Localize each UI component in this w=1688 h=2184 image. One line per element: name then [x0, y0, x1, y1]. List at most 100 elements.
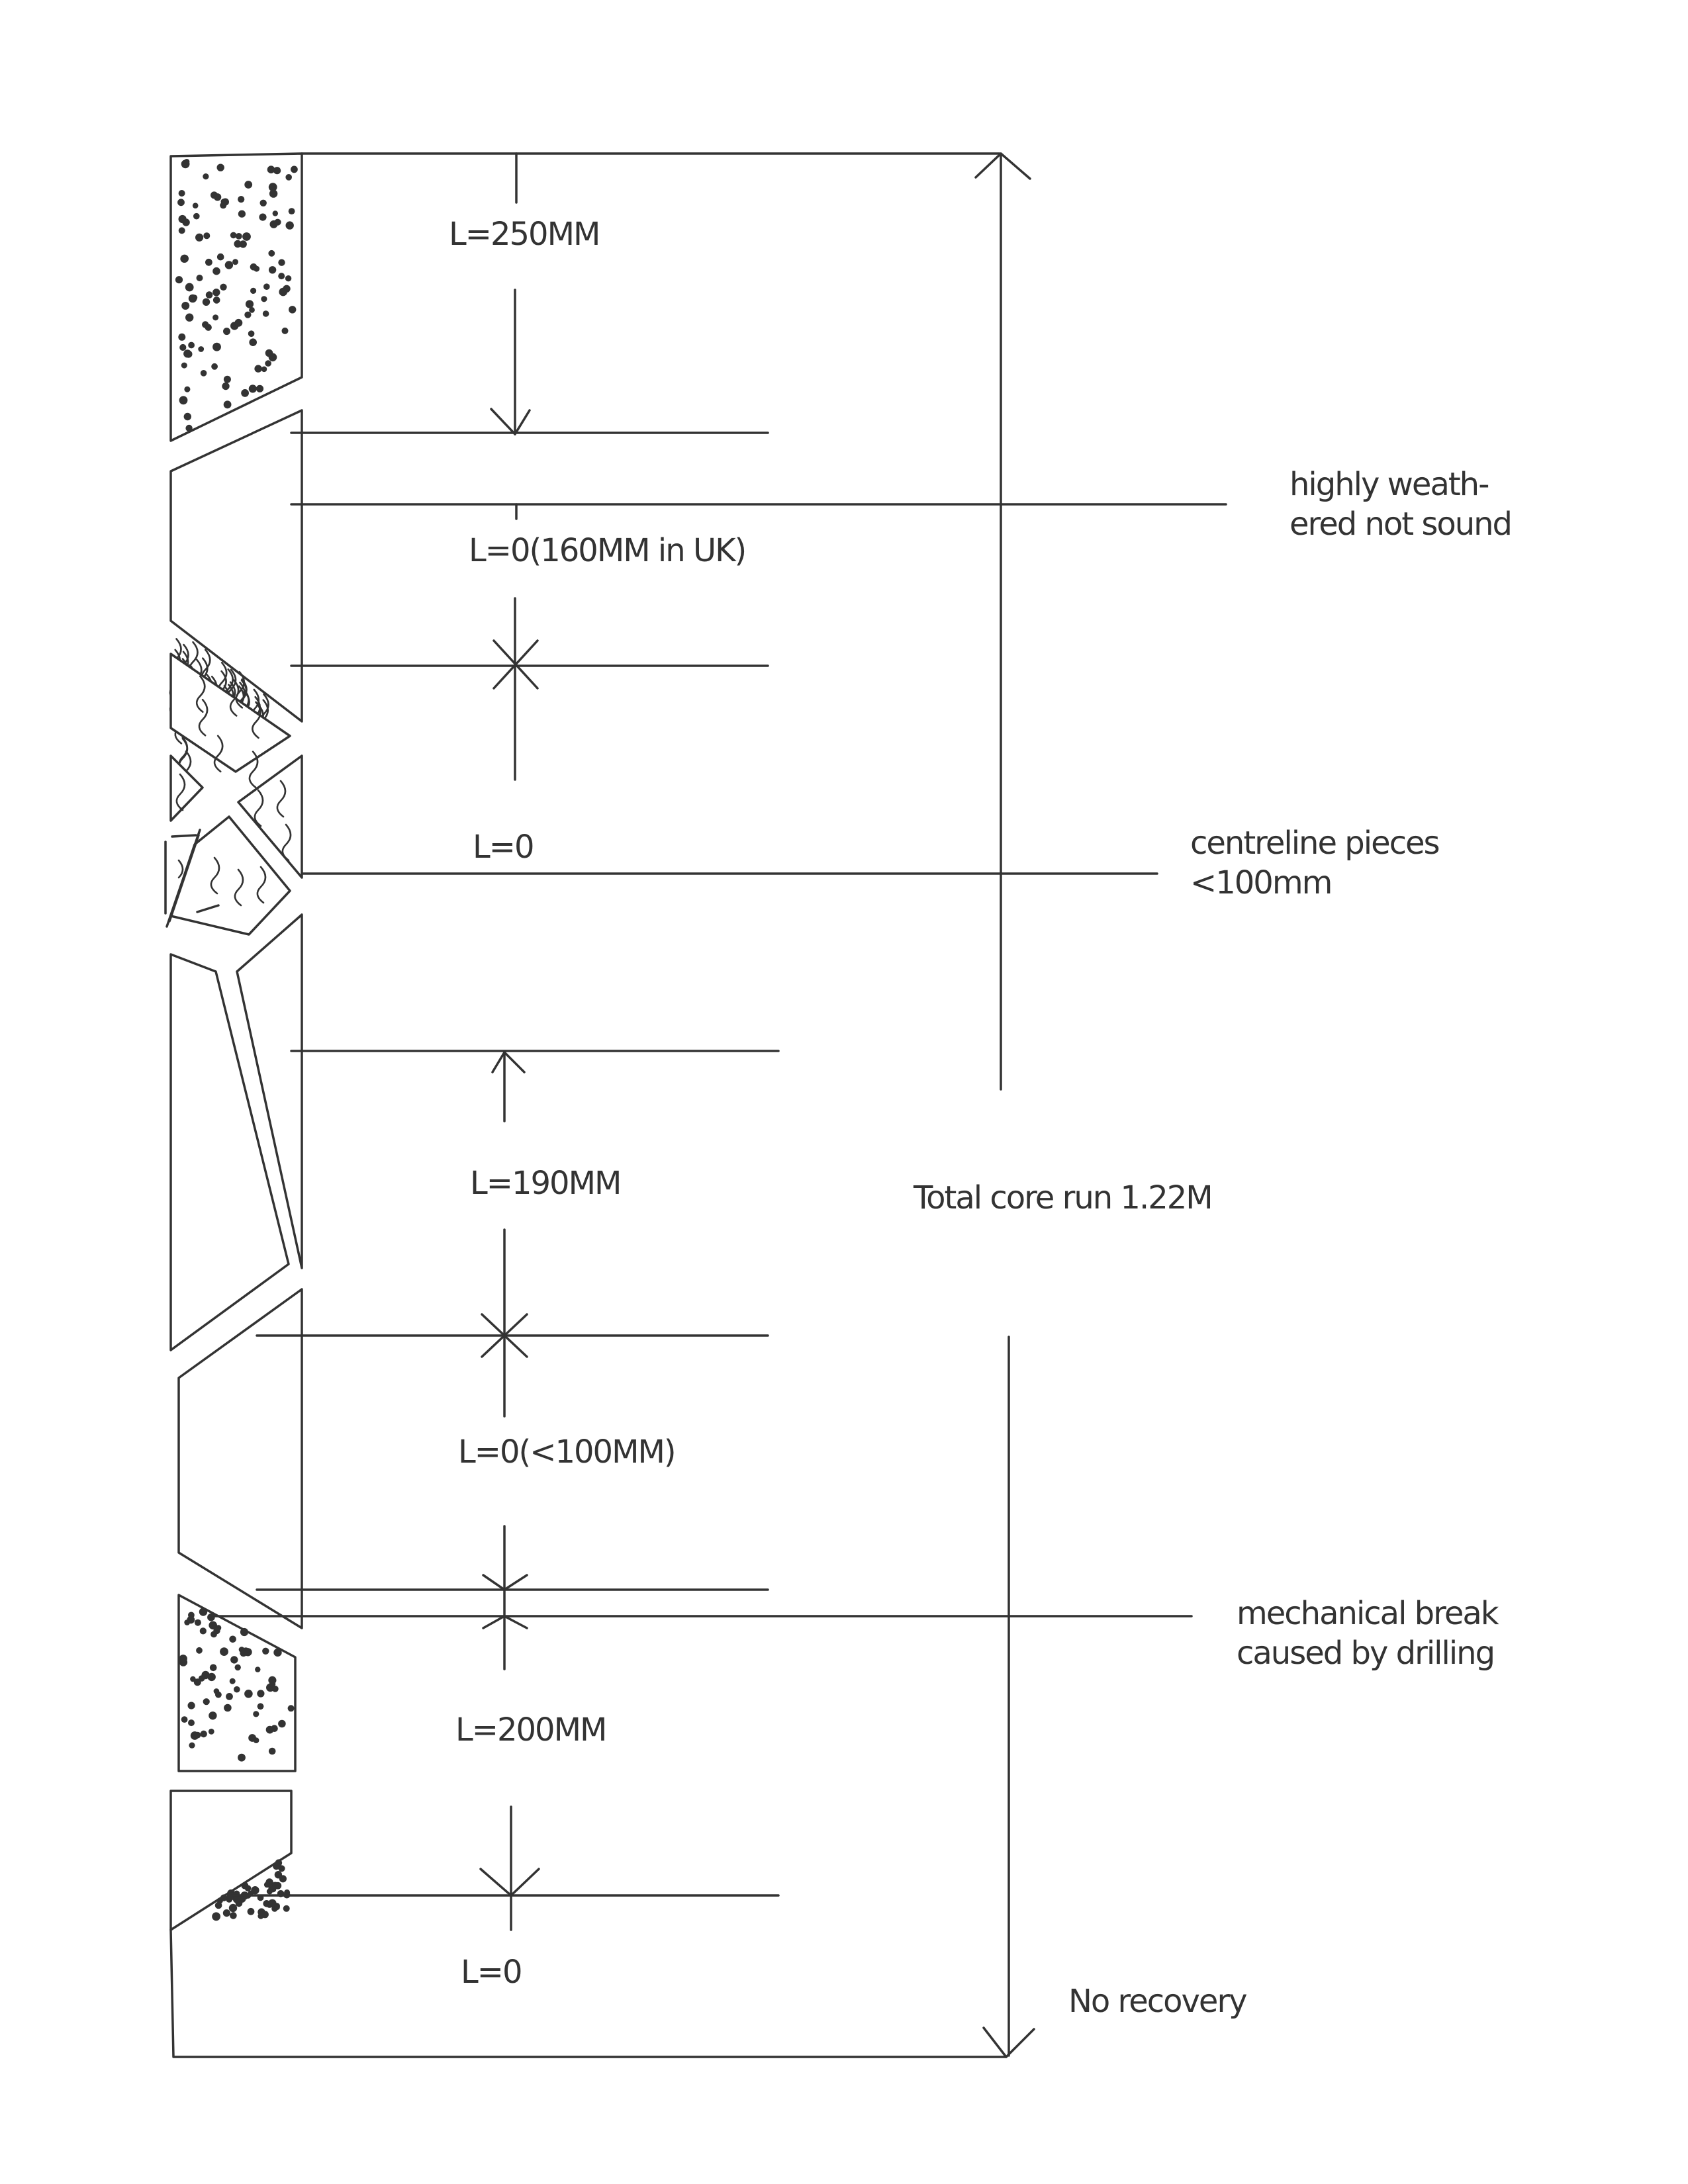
texture-dot — [269, 1886, 277, 1893]
texture-dot — [268, 1899, 277, 1907]
texture-dot — [263, 283, 270, 291]
length-label-190mm: L=190MM — [470, 1165, 620, 1202]
texture-squiggle — [248, 751, 259, 788]
texture-dot — [259, 213, 267, 221]
texture-dot — [283, 285, 291, 293]
texture-dot — [205, 258, 212, 266]
texture-dot — [212, 314, 219, 321]
texture-dot — [240, 1627, 249, 1637]
texture-dot — [275, 1859, 283, 1866]
texture-dot — [241, 1882, 249, 1889]
texture-dot — [175, 276, 183, 284]
texture-dot — [268, 1747, 276, 1755]
texture-dot — [208, 1729, 214, 1735]
mechanical-note-line1: mechanical break — [1237, 1595, 1499, 1632]
texture-dot — [254, 265, 260, 272]
texture-dot — [185, 313, 194, 322]
texture-dot — [239, 240, 247, 248]
texture-dot — [226, 1693, 233, 1700]
texture-dot — [261, 366, 267, 373]
length-label-centreline: L=0 — [473, 829, 534, 866]
texture-squiggle — [229, 679, 240, 717]
texture-dot — [193, 212, 200, 220]
texture-dot — [212, 289, 220, 296]
weathered-texture — [178, 671, 261, 788]
core-piece-7 — [169, 953, 290, 1351]
texture-dot — [224, 1704, 232, 1712]
texture-dot — [213, 193, 222, 201]
texture-dot — [230, 1912, 237, 1919]
texture-dot — [244, 311, 252, 318]
texture-dot — [187, 1615, 195, 1624]
texture-dot — [194, 1731, 201, 1739]
centreline-note-line2: <100mm — [1190, 864, 1331, 901]
texture-dot — [205, 291, 213, 298]
texture-dot — [269, 220, 278, 228]
texture-dot — [212, 296, 220, 304]
texture-dot — [267, 165, 275, 173]
texture-dot — [203, 173, 209, 180]
mechanical-note-line2: caused by drilling — [1237, 1635, 1494, 1672]
texture-dot — [268, 1676, 277, 1684]
texture-dot — [179, 396, 188, 405]
texture-dot — [234, 318, 243, 327]
texture-dot — [223, 375, 231, 383]
texture-dot — [245, 300, 254, 308]
length-labels: L=250MM L=0(160MM in UK) L=0 L=190MM L=0… — [449, 216, 747, 1991]
texture-dot — [195, 233, 204, 242]
texture-dot — [234, 240, 242, 248]
texture-dot — [223, 328, 230, 336]
texture-dot — [216, 253, 224, 261]
texture-dot — [189, 1742, 195, 1749]
texture-dot — [185, 283, 194, 292]
texture-dot — [179, 343, 187, 351]
texture-dot — [220, 1647, 228, 1657]
texture-dot — [224, 261, 234, 269]
frame-lines — [169, 152, 1008, 2058]
texture-dot — [272, 210, 278, 216]
texture-dot — [250, 287, 257, 294]
texture-dot — [253, 1711, 259, 1717]
texture-dot — [196, 275, 203, 281]
texture-dot — [234, 1686, 240, 1693]
texture-dot — [188, 341, 195, 349]
texture-dot — [185, 350, 193, 358]
texture-dot — [240, 1649, 248, 1657]
texture-dot — [220, 283, 227, 291]
texture-dot — [202, 298, 211, 306]
texture-dot — [238, 210, 246, 218]
texture-dot — [188, 294, 197, 303]
texture-dot — [279, 1875, 287, 1883]
texture-dot — [278, 1865, 285, 1872]
length-label-under-100mm: L=0(<100MM) — [458, 1433, 675, 1471]
texture-squiggle — [213, 735, 224, 773]
texture-dot — [283, 1905, 290, 1912]
texture-dot — [180, 255, 189, 263]
length-label-no-recovery: L=0 — [461, 1954, 522, 1991]
texture-dot — [255, 1666, 261, 1672]
texture-dot — [200, 370, 207, 377]
core-piece-5-fragment — [237, 754, 303, 879]
texture-dot — [212, 1912, 220, 1921]
texture-dot — [244, 181, 253, 189]
core-piece-1 — [169, 152, 303, 442]
texture-dot — [229, 1635, 236, 1643]
texture-dot — [288, 208, 295, 214]
texture-dot — [177, 199, 185, 206]
texture-dot — [262, 310, 269, 317]
texture-dot — [273, 1648, 282, 1657]
texture-dot — [194, 1619, 201, 1626]
texture-dot — [256, 385, 264, 392]
length-label-250mm: L=250MM — [449, 216, 599, 253]
texture-dot — [178, 190, 185, 197]
texture-dot — [289, 306, 297, 314]
texture-dot — [253, 1737, 259, 1744]
texture-dot — [196, 1647, 203, 1654]
texture-dot — [248, 385, 257, 393]
texture-dot — [238, 196, 245, 203]
core-piece-11 — [169, 1790, 293, 1931]
dot-texture — [179, 1608, 295, 1762]
texture-dot — [181, 159, 190, 169]
texture-dot — [274, 1904, 280, 1911]
